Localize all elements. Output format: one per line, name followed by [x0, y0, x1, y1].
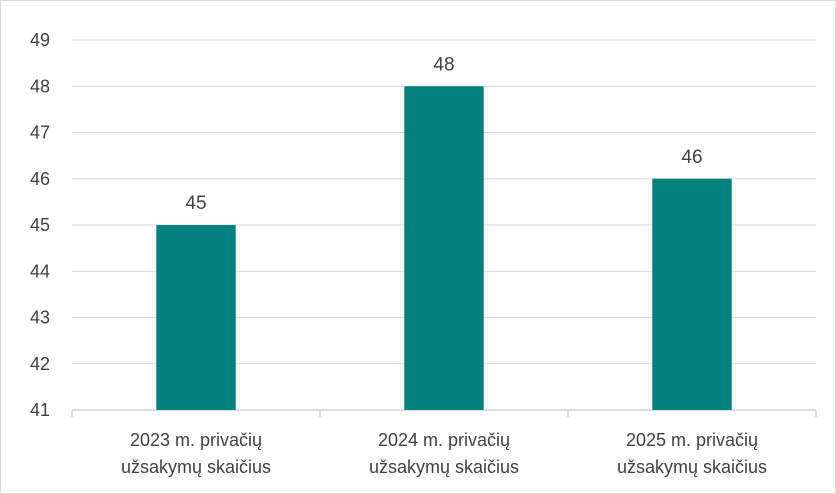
y-tick-label: 45 — [30, 215, 50, 235]
x-category-label: 2025 m. privačių — [626, 430, 758, 450]
y-tick-label: 46 — [30, 169, 50, 189]
y-tick-label: 44 — [30, 261, 50, 281]
x-category-label: užsakymų skaičius — [369, 457, 519, 477]
y-tick-label: 42 — [30, 354, 50, 374]
data-label: 48 — [433, 54, 454, 75]
y-tick-label: 47 — [30, 123, 50, 143]
data-labels: 45 48 46 — [185, 54, 702, 214]
y-tick-label: 41 — [30, 400, 50, 420]
x-category-label: užsakymų skaičius — [617, 457, 767, 477]
bar — [156, 225, 236, 410]
x-category-label: užsakymų skaičius — [121, 457, 271, 477]
x-category-label: 2023 m. privačių — [130, 430, 262, 450]
y-tick-label: 49 — [30, 30, 50, 50]
x-category-label: 2024 m. privačių — [378, 430, 510, 450]
x-axis-categories: 2023 m. privačių užsakymų skaičius 2024 m.… — [121, 430, 767, 477]
y-axis-ticks: 41 42 43 44 45 46 47 48 49 — [30, 30, 50, 420]
bar — [652, 178, 732, 410]
y-tick-label: 48 — [30, 76, 50, 96]
bars — [156, 86, 732, 410]
data-label: 45 — [185, 193, 206, 214]
bar — [404, 86, 484, 410]
data-label: 46 — [681, 147, 702, 168]
y-tick-label: 43 — [30, 308, 50, 328]
